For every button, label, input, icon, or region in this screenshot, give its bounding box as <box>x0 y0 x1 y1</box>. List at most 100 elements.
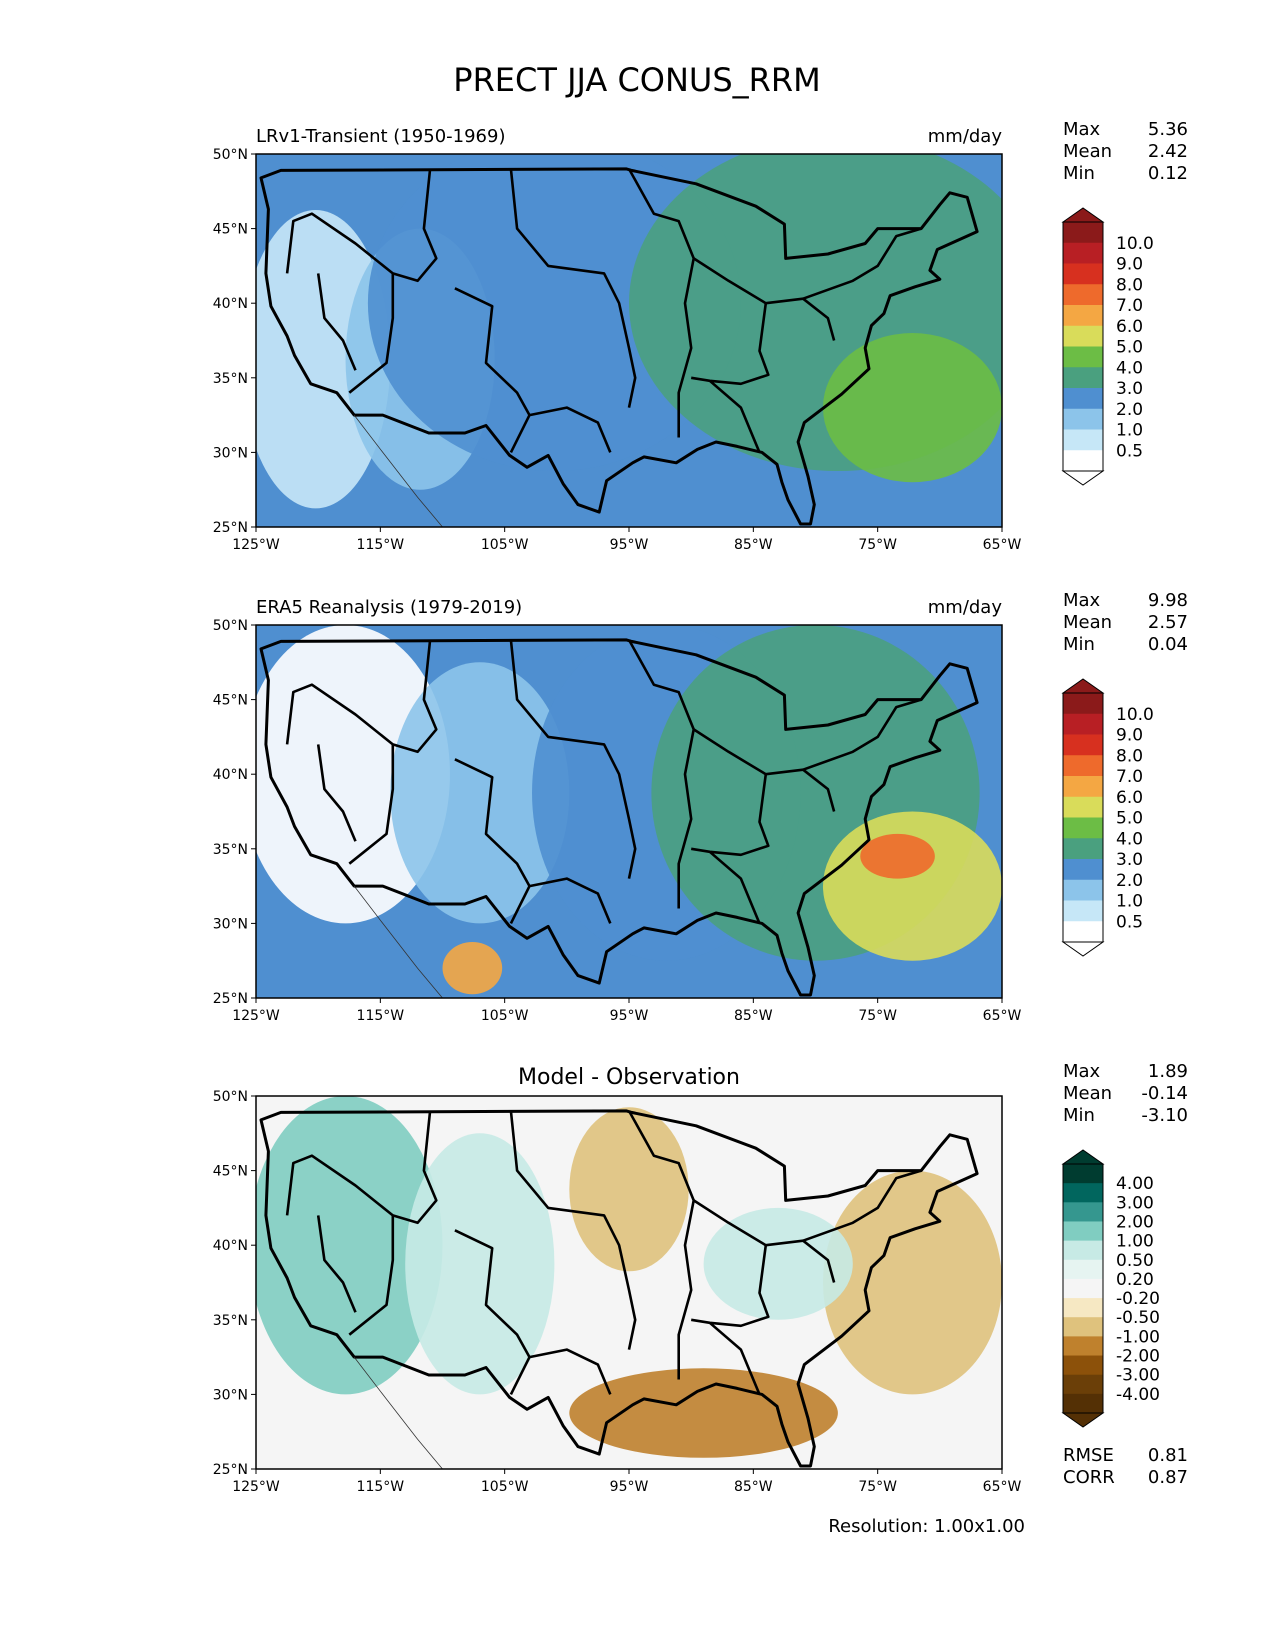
lat-tick-label: 35°N <box>213 842 248 858</box>
basin-boundary <box>454 758 531 924</box>
basin-boundary <box>627 168 695 438</box>
lat-tick-label: 35°N <box>213 1313 248 1329</box>
basin-boundary <box>708 379 761 453</box>
basin-boundary <box>690 303 770 386</box>
colorbar-tick-label: 2.0 <box>1116 400 1143 420</box>
lon-tick-label: 85°W <box>734 537 773 553</box>
colorbar-swatch <box>1063 450 1103 472</box>
coastline <box>353 1356 443 1469</box>
colorbar-tick-label: 0.20 <box>1116 1270 1154 1290</box>
colorbar-tick-label: -0.20 <box>1116 1289 1160 1309</box>
colorbar-tick-label: 0.5 <box>1116 912 1143 932</box>
colorbar-tick-label: -3.00 <box>1116 1366 1160 1386</box>
basin-boundary <box>802 698 922 771</box>
colorbar-swatch <box>1063 713 1103 735</box>
stat-value: 0.87 <box>1148 1467 1188 1488</box>
contour-region <box>256 1096 443 1395</box>
basin-boundary <box>708 1321 761 1395</box>
colorbar-extend-top <box>1061 1149 1105 1165</box>
lat-tick-label: 30°N <box>213 1387 248 1403</box>
lat-tick-label: 25°N <box>213 991 248 1007</box>
colorbar-swatch <box>1063 693 1103 715</box>
colorbar-swatch <box>1063 263 1103 285</box>
stat-label: Mean <box>1063 612 1112 633</box>
colorbar-swatch <box>1063 734 1103 756</box>
lat-tick-label: 25°N <box>213 1462 248 1478</box>
colorbar-tick-label: 0.50 <box>1116 1251 1154 1271</box>
stat-label: Mean <box>1063 1083 1112 1104</box>
colorbar-swatch <box>1063 1240 1103 1261</box>
map-field <box>256 154 1002 527</box>
colorbar-tick-label: 1.0 <box>1116 892 1143 912</box>
colorbar-swatch <box>1063 1221 1103 1242</box>
basin-boundary <box>348 1215 395 1336</box>
colorbar-swatch <box>1063 388 1103 410</box>
panel-title: Model - Observation <box>518 1065 740 1090</box>
colorbar-tick-label: 10.0 <box>1116 705 1154 725</box>
colorbar-tick-label: 3.00 <box>1116 1193 1154 1213</box>
colorbar-tick-label: -2.00 <box>1116 1347 1160 1367</box>
lon-tick-label: 115°W <box>357 1008 405 1024</box>
colorbar-extend-top <box>1061 678 1105 694</box>
colorbar-swatch <box>1063 1393 1103 1414</box>
lon-tick-label: 115°W <box>357 1479 405 1495</box>
stat-label: Min <box>1063 634 1095 655</box>
basin-boundary <box>509 639 637 879</box>
colorbar-swatch <box>1063 408 1103 430</box>
colorbar-swatch <box>1063 284 1103 306</box>
contour-region <box>569 1107 689 1272</box>
colorbar-tick-label: 6.0 <box>1116 317 1143 337</box>
basin-boundary <box>454 1229 531 1395</box>
lat-tick-label: 50°N <box>213 147 248 163</box>
figure-title: PRECT JJA CONUS_RRM <box>453 61 820 99</box>
lat-tick-label: 50°N <box>213 1089 248 1105</box>
lon-tick-label: 125°W <box>232 537 280 553</box>
contour-region <box>256 209 391 509</box>
map-field <box>256 1096 1002 1469</box>
stat-label: CORR <box>1063 1467 1115 1488</box>
colorbar-swatch <box>1063 325 1103 347</box>
basin-boundary <box>316 273 357 371</box>
colorbar-tick-label: 9.0 <box>1116 255 1143 275</box>
colorbar-swatch <box>1063 838 1103 860</box>
lat-tick-label: 30°N <box>213 445 248 461</box>
units-label: mm/day <box>928 597 1003 618</box>
lon-tick-label: 75°W <box>858 537 897 553</box>
basin-boundary <box>529 1348 612 1395</box>
lon-tick-label: 75°W <box>858 1479 897 1495</box>
lon-tick-label: 95°W <box>610 1008 649 1024</box>
basin-boundary <box>627 639 695 909</box>
colorbar-swatch <box>1063 776 1103 798</box>
lon-tick-label: 95°W <box>610 1479 649 1495</box>
lon-tick-label: 75°W <box>858 1008 897 1024</box>
colorbar: 4.003.002.001.000.500.20-0.20-0.50-1.00-… <box>1061 1149 1160 1428</box>
lon-tick-label: 125°W <box>232 1479 280 1495</box>
colorbar-tick-label: 8.0 <box>1116 275 1143 295</box>
colorbar-tick-label: 4.0 <box>1116 829 1143 849</box>
stat-label: Max <box>1063 590 1101 611</box>
units-label: mm/day <box>928 126 1003 147</box>
basin-boundary <box>692 1199 836 1283</box>
basin-boundary <box>690 1245 770 1328</box>
colorbar-tick-label: -0.50 <box>1116 1308 1160 1328</box>
stat-value: 0.04 <box>1148 634 1188 655</box>
contour-region <box>703 1207 853 1320</box>
colorbar-tick-label: -1.00 <box>1116 1327 1160 1347</box>
basin-boundary <box>529 406 612 453</box>
colorbar-tick-label: 7.0 <box>1116 767 1143 787</box>
colorbar-tick-label: 5.0 <box>1116 338 1143 358</box>
lat-tick-label: 30°N <box>213 916 248 932</box>
contour-region <box>569 1368 838 1458</box>
colorbar-swatch <box>1063 1355 1103 1376</box>
resolution-label: Resolution: 1.00x1.00 <box>828 1516 1025 1537</box>
stat-label: Min <box>1063 1105 1095 1126</box>
basin-boundary <box>802 1169 922 1242</box>
colorbar-tick-label: 9.0 <box>1116 726 1143 746</box>
stat-value: -0.14 <box>1141 1083 1188 1104</box>
contour-region <box>822 1170 1002 1395</box>
colorbar: 10.09.08.07.06.05.04.03.02.01.00.5 <box>1061 678 1154 957</box>
colorbar-frame <box>1062 221 1104 472</box>
